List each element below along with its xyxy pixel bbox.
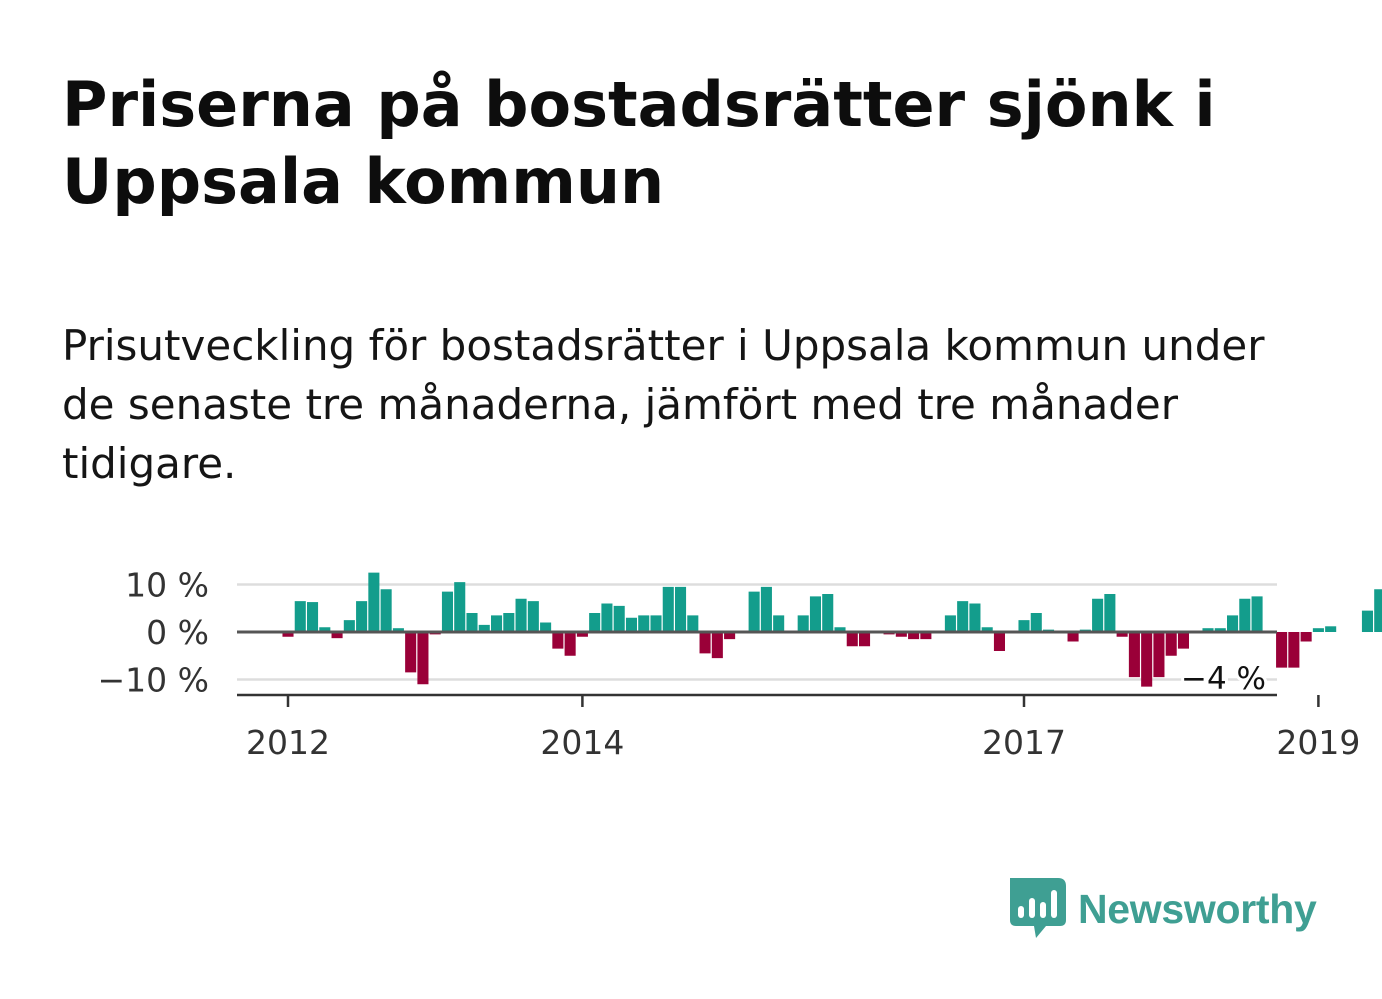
bar — [944, 615, 956, 633]
bar — [1128, 632, 1140, 678]
chart-subtitle: Prisutveckling för bostadsrätter i Uppsa… — [62, 321, 1265, 488]
bar — [957, 601, 969, 633]
bar — [503, 613, 515, 632]
bar — [969, 603, 981, 632]
x-axis-ticks: 201220142017201920222024 — [246, 695, 1360, 762]
bar — [601, 603, 613, 632]
bar — [307, 602, 319, 632]
bar — [392, 628, 404, 632]
bar — [1030, 613, 1042, 632]
bar — [1067, 632, 1079, 642]
bar — [1116, 632, 1128, 637]
bar — [1092, 598, 1104, 632]
bar — [1239, 598, 1251, 632]
bar — [441, 591, 453, 633]
bar — [282, 632, 294, 637]
bar — [1153, 632, 1165, 678]
bar — [417, 632, 429, 685]
bar — [711, 632, 723, 659]
bar — [405, 632, 417, 673]
bar — [1018, 620, 1030, 633]
bar — [993, 632, 1005, 651]
bar — [527, 601, 539, 633]
bar — [908, 632, 920, 640]
bar — [748, 591, 760, 633]
bar — [478, 624, 490, 633]
bar — [699, 632, 711, 654]
bar — [540, 622, 552, 632]
y-tick-label: 10 % — [125, 566, 209, 605]
bar — [1227, 615, 1239, 633]
bar — [319, 627, 331, 632]
bar — [981, 627, 993, 632]
bar — [1214, 628, 1226, 632]
x-tick-label: 2012 — [246, 723, 330, 762]
bar — [294, 601, 306, 633]
bar — [368, 572, 380, 633]
bar — [552, 632, 564, 649]
x-tick-label: 2014 — [540, 723, 624, 762]
bar — [343, 620, 355, 633]
bar — [638, 615, 650, 633]
last-value-annotation: −4 % — [1178, 658, 1269, 700]
bar — [1288, 632, 1300, 668]
brand-name: Newsworthy — [1078, 885, 1317, 932]
bar — [515, 598, 527, 632]
bar — [564, 632, 576, 656]
x-tick-label: 2017 — [982, 723, 1066, 762]
bar — [822, 594, 834, 632]
bar — [675, 586, 687, 633]
bar — [625, 617, 637, 632]
bar — [920, 632, 932, 640]
bar — [724, 632, 736, 640]
bar — [895, 632, 907, 637]
bar — [380, 589, 392, 632]
bar-series — [282, 572, 1382, 687]
bar — [809, 596, 821, 633]
bar — [1165, 632, 1177, 656]
bar — [1276, 632, 1288, 668]
bar — [760, 586, 772, 633]
bar — [1325, 626, 1337, 632]
bar — [687, 615, 699, 633]
bar — [613, 605, 625, 633]
bar — [1251, 596, 1263, 633]
bar — [650, 615, 662, 633]
bar — [589, 613, 601, 632]
bar — [491, 615, 503, 633]
bar — [846, 632, 858, 647]
bar — [1300, 632, 1312, 642]
gridlines — [237, 583, 1277, 681]
chart-title: Priserna på bostadsrätter sjönk i Uppsal… — [62, 68, 1216, 218]
bar — [466, 613, 478, 632]
bar — [576, 632, 588, 637]
bar — [331, 632, 343, 639]
bar — [1202, 628, 1214, 632]
bar — [797, 615, 809, 633]
bar — [1141, 632, 1153, 687]
newsworthy-logo-icon — [1010, 878, 1066, 938]
bar — [773, 615, 785, 633]
bar — [662, 586, 674, 633]
newsworthy-brand[interactable]: Newsworthy — [1010, 878, 1317, 940]
x-tick-label: 2019 — [1276, 723, 1360, 762]
bar — [1312, 628, 1324, 632]
bar — [1374, 589, 1382, 632]
bar — [834, 627, 846, 632]
bar — [859, 632, 871, 647]
annotation-label: −4 % — [1181, 661, 1266, 697]
y-axis-tick-labels: 10 % 0 % −10 % — [98, 566, 210, 700]
bar — [356, 601, 368, 633]
bar — [1361, 610, 1373, 633]
bar — [1177, 632, 1189, 649]
bar — [1104, 594, 1116, 632]
bar — [454, 582, 466, 633]
y-tick-label: −10 % — [98, 661, 210, 700]
y-tick-label: 0 % — [146, 613, 209, 652]
bar-chart: 10 %0 %−10 % 201220142017201920222024 −4… — [98, 566, 1382, 762]
